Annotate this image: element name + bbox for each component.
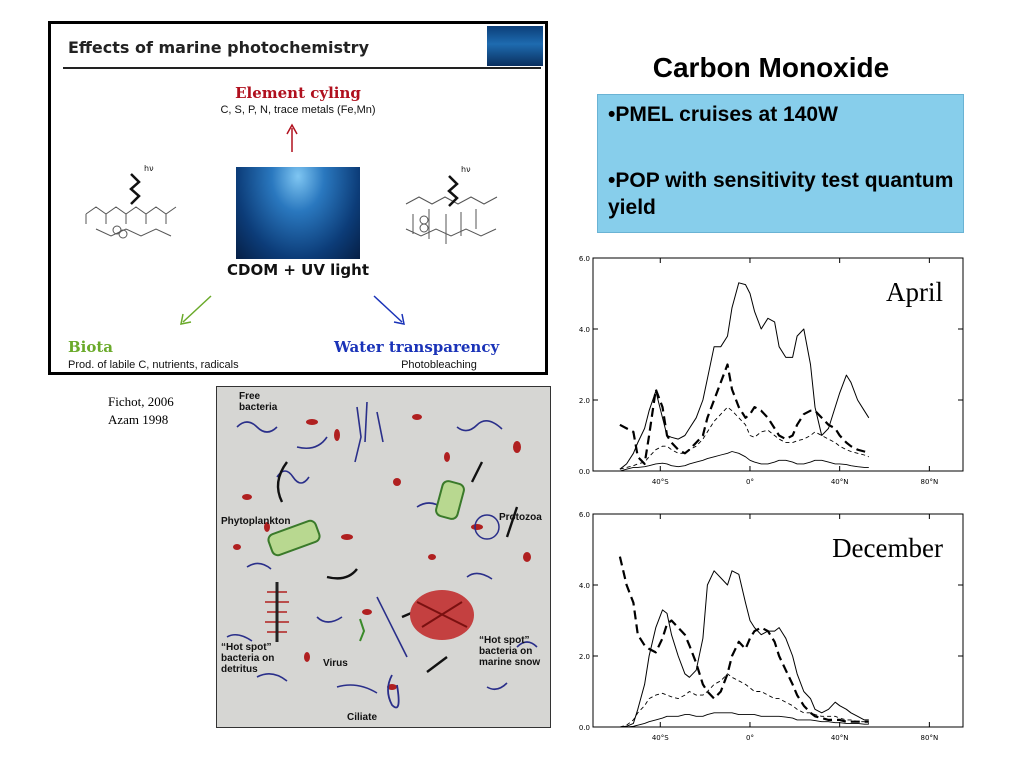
slide-title: Effects of marine photochemistry (68, 38, 369, 57)
phytoplankton-label: Phytoplankton (221, 516, 291, 527)
ocean-photo (236, 167, 360, 259)
red-bacteria-icon (233, 414, 531, 690)
x-tick-label: 40°N (831, 478, 849, 486)
virus-label: Virus (323, 658, 348, 669)
title-rule (63, 67, 541, 69)
water-transparency-sub: Photobleaching (401, 359, 477, 371)
x-tick-label: 40°N (831, 734, 849, 742)
y-tick-label: 4.0 (579, 582, 590, 590)
y-tick-label: 2.0 (579, 653, 590, 661)
chart-april: 0.0 2.0 4.0 6.0 40°S 0° 40°N 80°N April (579, 255, 964, 486)
plot-frame (592, 513, 964, 728)
inset-diagram: hν hν (85, 123, 498, 325)
arrow-down-left-icon (180, 295, 212, 325)
plot-frame (592, 257, 964, 472)
series-line-heavy-dashed (619, 363, 870, 465)
bullet-2: •POP with sensitivity test quantum yield (608, 169, 954, 219)
bullet-1: •PMEL cruises at 140W (608, 103, 838, 126)
series-line-solid (619, 570, 869, 728)
free-bacteria-label: Free bacteria (239, 391, 278, 413)
microbial-illustration: Free bacteria Phytoplankton Protozoa “Hot… (216, 386, 551, 728)
y-tick-label: 4.0 (579, 326, 590, 334)
citation: Fichot, 2006 Azam 1998 (108, 393, 174, 429)
series-line-thin-solid (619, 451, 869, 472)
x-tick-label: 40°S (652, 478, 669, 486)
biota-sub: Prod. of labile C, nutrients, radicals (68, 359, 239, 371)
hotspot-detritus-icon (265, 582, 289, 642)
photochemistry-slide: Effects of marine photochemistry Element… (48, 21, 548, 375)
arrow-down-right-icon (373, 295, 405, 325)
series-line-heavy-dashed (618, 556, 869, 723)
x-tick-label: 80°N (921, 478, 939, 486)
hv-label-right: hν (461, 165, 471, 174)
x-tick-label: 80°N (921, 734, 939, 742)
chart-title: December (832, 533, 943, 563)
microbes-drawing (226, 401, 538, 709)
element-cycling-sub: C, S, P, N, trace metals (Fe,Mn) (220, 104, 376, 116)
x-tick-label: 0° (746, 734, 754, 742)
hotspot-snow-icon (410, 590, 474, 640)
flagellate-squiggles-icon (226, 401, 538, 694)
chart-december: 0.0 2.0 4.0 6.0 40°S 0° 40°N 80°N December (579, 511, 964, 742)
bullet-box: •PMEL cruises at 140W •POP with sensitiv… (597, 94, 964, 233)
molecule-left-icon (85, 173, 177, 239)
hv-label-left: hν (144, 164, 154, 173)
series-line-solid (619, 282, 870, 470)
molecule-right-icon (405, 175, 498, 244)
x-tick-label: 0° (746, 478, 754, 486)
cdom-uv-label: CDOM + UV light (226, 261, 370, 279)
series-line-thin-dashed (619, 673, 869, 728)
protozoa-cell-icon (435, 480, 500, 540)
phytoplankton-cell-icon (267, 519, 321, 557)
citation-line-2: Azam 1998 (108, 412, 169, 427)
hotspot-detritus-label: “Hot spot” bacteria on detritus (221, 642, 275, 675)
page-heading: Carbon Monoxide (652, 52, 890, 83)
x-tick-label: 40°S (652, 734, 669, 742)
element-cycling-label: Element cyling (235, 84, 361, 102)
ciliate-label: Ciliate (347, 712, 378, 723)
hotspot-snow-label: “Hot spot” bacteria on marine snow (479, 635, 541, 668)
ciliate-icon (387, 674, 400, 709)
ocean-thumbnail (487, 26, 543, 66)
y-tick-label: 2.0 (579, 397, 590, 405)
protozoa-label: Protozoa (499, 512, 542, 523)
arrow-up-icon (286, 123, 298, 152)
chart-title: April (886, 277, 943, 307)
series-line-thin-solid (619, 712, 869, 728)
series-line-thin-dashed (619, 406, 869, 470)
y-tick-label: 0.0 (579, 724, 590, 732)
virus-icon (359, 618, 366, 642)
biota-label: Biota (68, 338, 114, 356)
water-transparency-label: Water transparency (334, 338, 500, 356)
y-tick-label: 0.0 (579, 468, 590, 476)
y-tick-label: 6.0 (579, 255, 590, 263)
y-tick-label: 6.0 (579, 511, 590, 519)
citation-line-1: Fichot, 2006 (108, 394, 174, 409)
